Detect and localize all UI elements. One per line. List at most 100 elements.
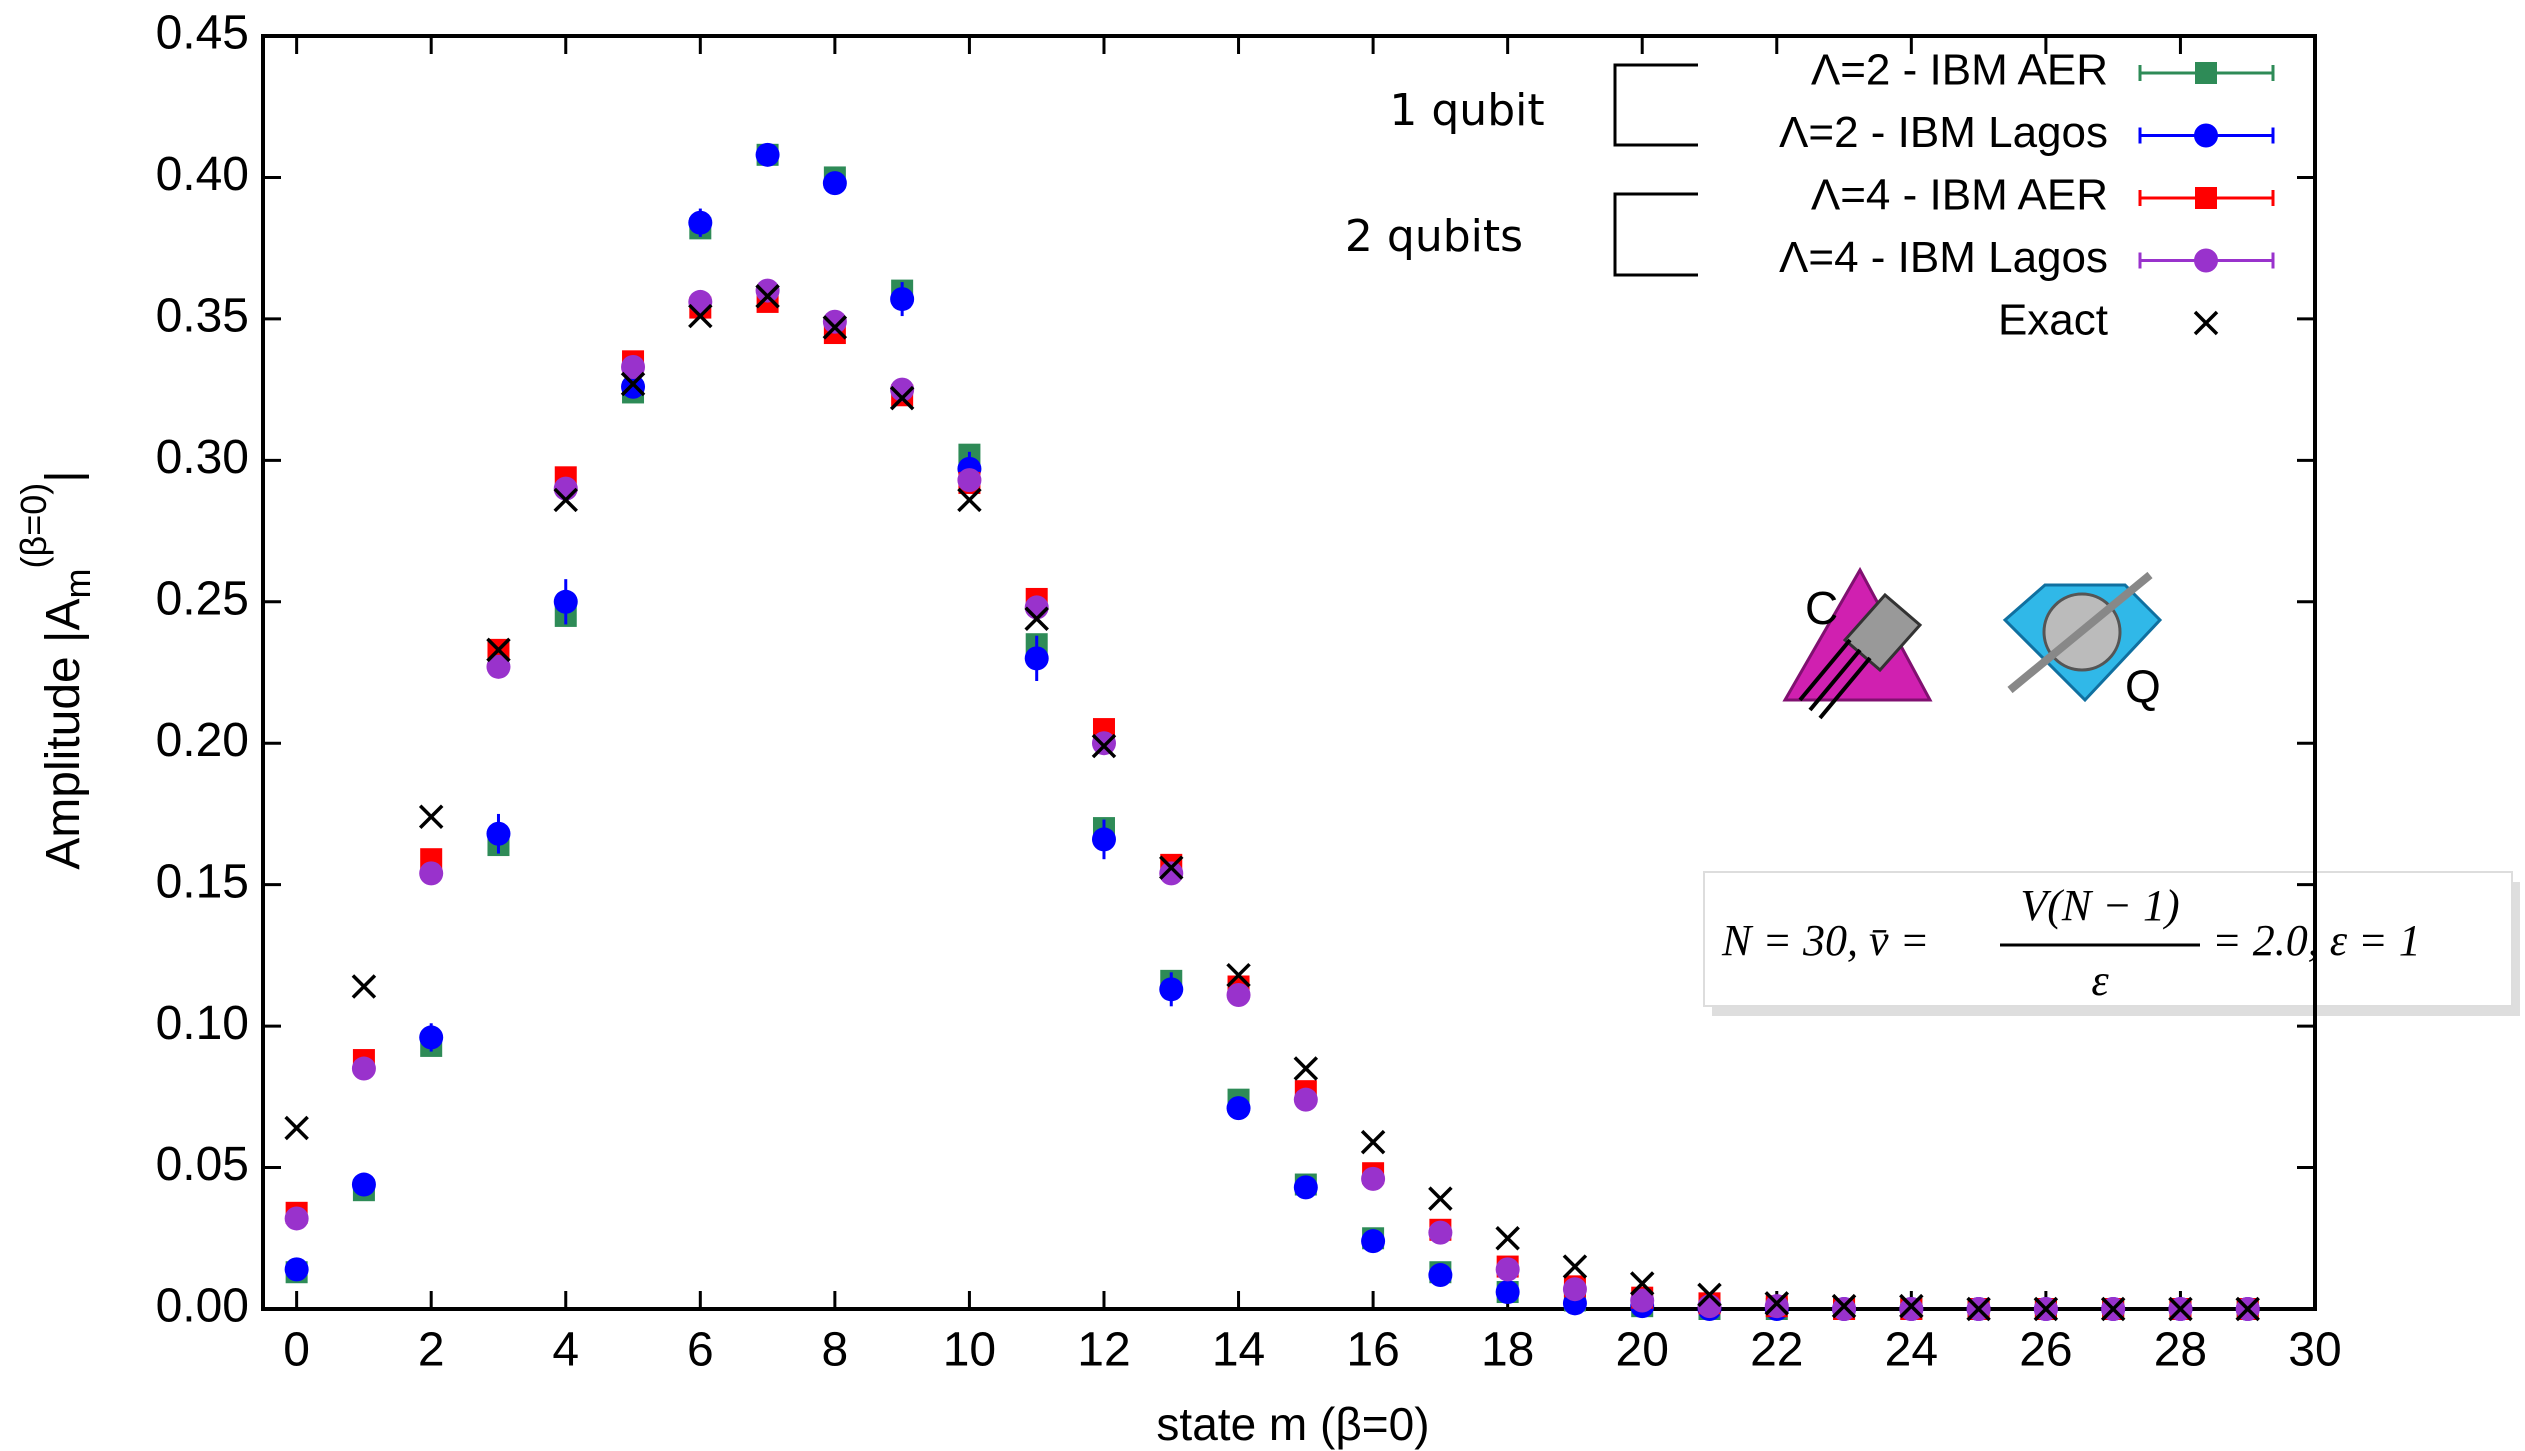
marker-x (688, 303, 713, 329)
y-axis-label: Amplitude |Am(β=0)| (13, 470, 98, 869)
y-label-end: | (37, 470, 90, 482)
marker-circle (1764, 1294, 1789, 1319)
formula-denominator: ε (2091, 956, 2109, 1005)
y-tick-label: 0.40 (156, 148, 249, 201)
marker-circle (890, 377, 915, 402)
marker-circle (486, 821, 511, 846)
y-tick-label: 0.15 (156, 855, 249, 908)
x-tick-label: 8 (822, 1324, 849, 1377)
marker-circle (1293, 1087, 1318, 1112)
marker-circle (1024, 595, 1049, 620)
marker-x (755, 284, 780, 309)
marker-x (957, 487, 982, 513)
marker-circle (419, 861, 444, 886)
marker-circle (1495, 1257, 1520, 1282)
marker-x (284, 1115, 309, 1141)
marker-circle (1159, 977, 1184, 1002)
marker-circle (284, 1206, 309, 1231)
legend-marker (2194, 248, 2218, 273)
marker-circle (890, 287, 915, 312)
marker-circle (1226, 1096, 1251, 1121)
x-tick-label: 24 (1885, 1324, 1938, 1377)
marker-x (351, 974, 377, 999)
y-tick-label: 0.45 (156, 7, 249, 60)
x-axis-label: state m (β=0) (1156, 1398, 1429, 1450)
y-tick-label: 0.30 (156, 431, 249, 484)
y-tick-label: 0.10 (156, 997, 249, 1050)
formula-numerator: V(N − 1) (2020, 881, 2179, 930)
marker-circle (1428, 1263, 1453, 1288)
y-tick-label: 0.25 (156, 572, 249, 625)
marker-circle (419, 1025, 444, 1050)
marker-x (2033, 1296, 2059, 1322)
marker-circle (621, 374, 646, 399)
marker-x (1562, 1254, 1588, 1279)
marker-x (1024, 606, 1049, 631)
marker-x (1159, 855, 1184, 880)
logo-label: Q (2125, 660, 2161, 712)
legend-marker (2195, 187, 2217, 209)
marker-circle (621, 354, 646, 379)
marker-x (1629, 1271, 1655, 1296)
y-label-sub: m (57, 568, 98, 598)
marker-x (822, 315, 848, 340)
marker-x (620, 371, 646, 397)
marker-x (553, 487, 578, 513)
marker-x (418, 804, 444, 830)
marker-x (1293, 1056, 1319, 1081)
marker-x (1697, 1282, 1722, 1308)
legend-marker (2194, 123, 2218, 148)
x-tick-label: 4 (552, 1324, 579, 1377)
marker-circle (1832, 1297, 1857, 1321)
marker-circle (1495, 1280, 1520, 1305)
marker-x (1966, 1296, 1991, 1322)
marker-circle (553, 589, 578, 614)
marker-x (1428, 1186, 1453, 1211)
legend-marker (2195, 62, 2217, 84)
marker-circle (553, 476, 578, 501)
legend-label: Exact (1998, 296, 2108, 345)
marker-circle (822, 171, 847, 196)
marker-circle (284, 1257, 309, 1282)
marker-x (1091, 733, 1117, 759)
marker-x (1831, 1293, 1857, 1319)
x-tick-label: 16 (1346, 1324, 1399, 1377)
formula-box (1703, 871, 2513, 1007)
y-tick-label: 0.05 (156, 1138, 249, 1191)
marker-circle (688, 289, 713, 314)
marker-circle (486, 654, 511, 679)
plot-frame (261, 34, 2317, 1311)
marker-circle (1697, 1294, 1722, 1319)
marker-circle (1630, 1288, 1655, 1313)
logo-c: C (1782, 566, 1933, 720)
marker-circle (1159, 861, 1184, 886)
legend-label: Λ=4 - IBM Lagos (1779, 233, 2108, 282)
y-label-sup: (β=0) (13, 483, 54, 569)
marker-circle (755, 142, 780, 167)
marker-x (486, 637, 511, 663)
x-tick-label: 26 (2019, 1324, 2072, 1377)
x-tick-label: 18 (1481, 1324, 1534, 1377)
marker-x (889, 385, 915, 411)
y-tick-label: 0.00 (156, 1280, 249, 1333)
logo-label: C (1805, 582, 1838, 634)
x-tick-label: 20 (1616, 1324, 1669, 1377)
marker-circle (1226, 982, 1251, 1007)
logo-q: Q (2002, 571, 2163, 712)
legend-label: Λ=2 - IBM AER (1811, 46, 2108, 95)
marker-circle (957, 468, 982, 493)
marker-circle (1024, 646, 1049, 671)
marker-x (1495, 1226, 1520, 1251)
y-tick-label: 0.20 (156, 714, 249, 767)
y-tick-label: 0.35 (156, 290, 249, 343)
x-tick-label: 28 (2154, 1324, 2207, 1377)
x-tick-label: 22 (1750, 1324, 1803, 1377)
legend-label: Λ=2 - IBM Lagos (1779, 108, 2108, 157)
marker-circle (822, 309, 847, 334)
marker-circle (1562, 1277, 1587, 1302)
legend-label: Λ=4 - IBM AER (1811, 171, 2108, 220)
marker-x (1764, 1291, 1790, 1316)
marker-x (1360, 1129, 1386, 1155)
marker-circle (1899, 1297, 1924, 1321)
